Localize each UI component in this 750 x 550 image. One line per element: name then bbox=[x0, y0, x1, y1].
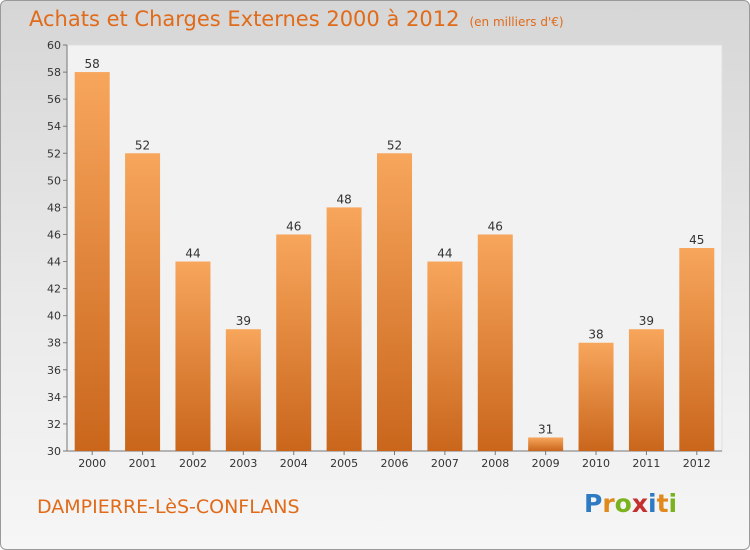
bar bbox=[528, 437, 564, 451]
bar bbox=[578, 342, 614, 451]
y-tick-label: 52 bbox=[47, 147, 61, 160]
x-axis: 2000 2001 2002 2003 2004 2005 2006 2007 2008 2009… bbox=[67, 450, 722, 470]
chart-title: Achats et Charges Externes 2000 à 2012 (e… bbox=[29, 7, 564, 31]
bar bbox=[427, 261, 463, 451]
data-label: 45 bbox=[689, 233, 704, 247]
x-tick-label: 2012 bbox=[683, 457, 711, 470]
data-label: 46 bbox=[488, 219, 503, 233]
y-tick-label: 38 bbox=[47, 337, 61, 350]
bar bbox=[74, 72, 110, 452]
y-tick-label: 34 bbox=[47, 391, 61, 404]
x-tick-label: 2003 bbox=[229, 457, 257, 470]
y-tick-label: 48 bbox=[47, 201, 61, 214]
y-tick-label: 44 bbox=[47, 256, 61, 269]
y-axis: 30 32 34 36 38 40 42 44 46 48 50 52 54 56 58 60 bbox=[47, 39, 68, 458]
y-tick-label: 60 bbox=[47, 39, 61, 52]
data-label: 44 bbox=[185, 247, 200, 261]
x-tick-label: 2010 bbox=[582, 457, 610, 470]
unit-text: (en milliers d'€) bbox=[469, 15, 564, 29]
bar bbox=[679, 248, 715, 451]
y-tick-label: 56 bbox=[47, 93, 61, 106]
data-label: 58 bbox=[85, 57, 100, 71]
data-label: 44 bbox=[437, 247, 452, 261]
bar bbox=[377, 153, 412, 451]
data-label: 39 bbox=[639, 314, 654, 328]
y-tick-label: 30 bbox=[47, 445, 61, 458]
bar bbox=[276, 234, 312, 451]
proxiti-logo: Proxiti bbox=[584, 489, 678, 518]
x-tick-label: 2002 bbox=[179, 457, 207, 470]
y-tick-label: 36 bbox=[47, 364, 61, 377]
bar bbox=[477, 234, 513, 451]
y-tick-label: 42 bbox=[47, 283, 61, 296]
x-tick-label: 2006 bbox=[381, 457, 409, 470]
y-tick-label: 58 bbox=[47, 66, 61, 79]
bar bbox=[326, 207, 362, 451]
bar bbox=[225, 329, 261, 451]
title-text: Achats et Charges Externes 2000 à 2012 bbox=[29, 7, 460, 31]
data-label: 39 bbox=[236, 314, 251, 328]
bar bbox=[628, 329, 664, 451]
x-tick-label: 2001 bbox=[129, 457, 157, 470]
data-label: 38 bbox=[588, 328, 603, 342]
value-labels: 58 52 44 39 46 48 52 44 46 31 38 39 45 bbox=[85, 57, 705, 436]
y-tick-label: 46 bbox=[47, 228, 61, 241]
data-label: 46 bbox=[286, 219, 301, 233]
x-tick-label: 2000 bbox=[78, 457, 106, 470]
x-tick-label: 2011 bbox=[632, 457, 660, 470]
data-label: 48 bbox=[336, 192, 351, 206]
x-tick-label: 2008 bbox=[481, 457, 509, 470]
bar bbox=[125, 153, 161, 451]
x-tick-label: 2004 bbox=[280, 457, 308, 470]
x-tick-label: 2005 bbox=[330, 457, 358, 470]
data-label: 31 bbox=[538, 422, 553, 436]
y-tick-label: 32 bbox=[47, 418, 61, 431]
x-tick-label: 2007 bbox=[431, 457, 459, 470]
x-tick-label: 2009 bbox=[532, 457, 560, 470]
y-tick-label: 54 bbox=[47, 120, 61, 133]
data-label: 52 bbox=[135, 138, 150, 152]
commune-name: DAMPIERRE-LèS-CONFLANS bbox=[37, 496, 300, 518]
bars-group bbox=[74, 72, 715, 452]
y-tick-label: 40 bbox=[47, 310, 61, 323]
bar bbox=[175, 261, 211, 451]
data-label: 52 bbox=[387, 138, 402, 152]
y-tick-label: 50 bbox=[47, 174, 61, 187]
